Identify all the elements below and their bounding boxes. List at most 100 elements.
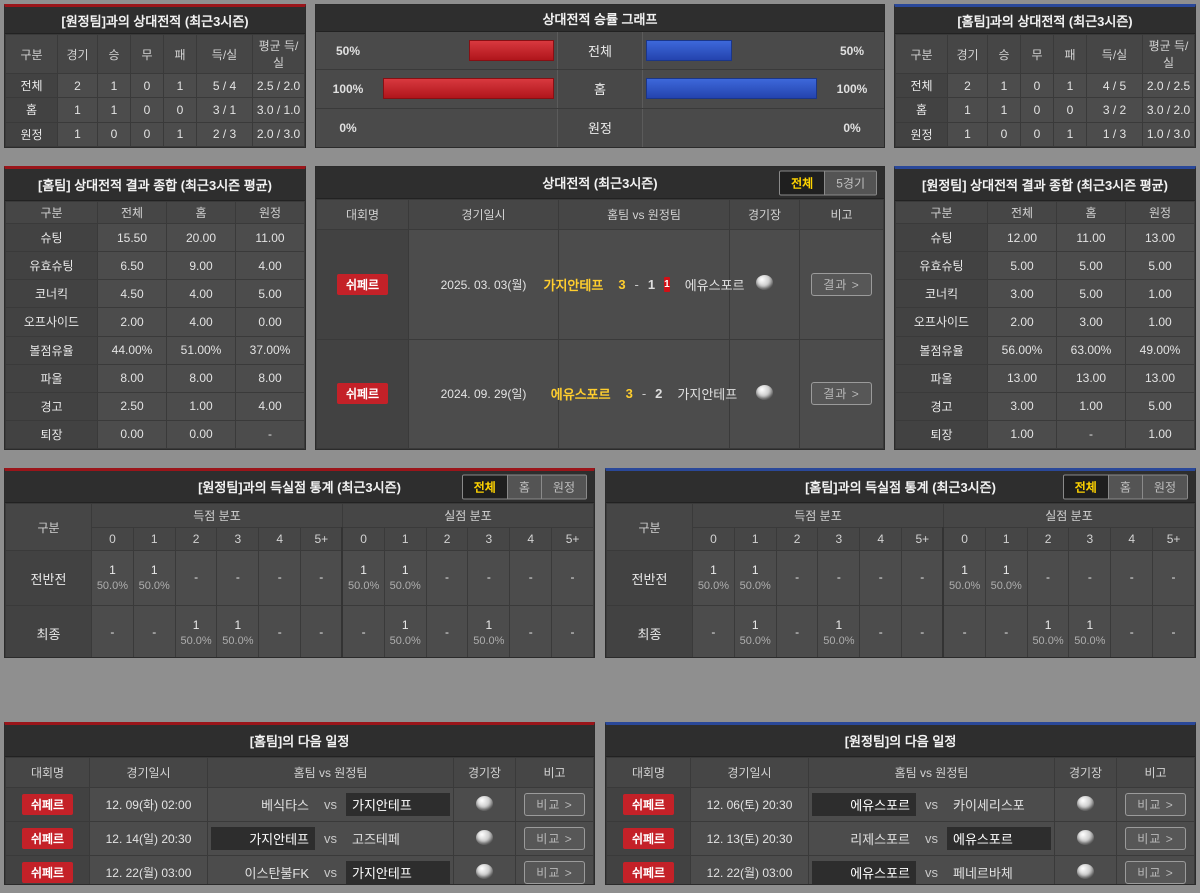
fixture-row: 쉬페르 12. 14(일) 20:30 가지안테프 vs 고즈테페 비교 > — [5, 821, 594, 856]
toggle-button[interactable]: 5경기 — [824, 171, 876, 194]
column-header: 무 — [130, 34, 164, 74]
table-header-row: 구분 경기 승 무 패 득/실 평균 득/실 — [5, 34, 305, 74]
cell: 5.00 — [1125, 251, 1195, 281]
h2h-vs-hometeam-table: 구분 경기 승 무 패 득/실 평균 득/실 전체 2 1 0 1 4 / 5 2.0 / 2.5 홈 1 1… — [895, 34, 1195, 147]
cell: 0 — [163, 97, 197, 123]
panel-awayteam-schedule: [원정팀]의 다음 일정 대회명 경기일시 홈팀 vs 원정팀 경기장 비고 쉬… — [605, 722, 1196, 885]
distribution-cell: - — [859, 605, 903, 657]
column-header: 홈 — [166, 201, 236, 224]
stadium-icon[interactable] — [1077, 863, 1094, 879]
goal-count-header: 5+ — [901, 527, 944, 551]
cell: 코너킥 — [895, 279, 988, 309]
hometeam-summary-table: 구분 전체 홈 원정 슈팅 15.50 20.00 11.00 유효슈팅 6.50 9.00 4.0… — [5, 201, 305, 449]
stadium-icon[interactable] — [756, 275, 773, 291]
middle-row: [홈팀] 상대전적 결과 종합 (최근3시즌 평균) 구분 전체 홈 원정 슈팅 15.… — [4, 166, 1196, 450]
away-team-name: 가지안테프 — [677, 387, 738, 403]
stadium-icon[interactable] — [476, 863, 493, 879]
h2h-matches-table: 대회명 경기일시 홈팀 vs 원정팀 경기장 비고 쉬페르 2025. 03. … — [316, 199, 884, 449]
group-header-row: 구분 득점 분포 실점 분포 — [5, 503, 594, 551]
fixture-row: 쉬페르 12. 13(토) 20:30 리제스포르 vs 에유스포르 비교 > — [606, 821, 1195, 856]
home-percent-label: 100% — [332, 81, 364, 96]
cell: 유효슈팅 — [5, 251, 98, 281]
column-header: 패 — [1053, 34, 1087, 74]
column-header: 득/실 — [196, 34, 253, 74]
fixture-teams: 에유스포르 vs 페네르바체 — [811, 861, 1052, 884]
column-header: 무 — [1020, 34, 1054, 74]
stadium-icon[interactable] — [476, 829, 493, 845]
toggle-button[interactable]: 전체 — [780, 171, 825, 194]
distribution-cell: - — [1152, 550, 1195, 606]
cell: 13.00 — [987, 363, 1057, 393]
column-header: 경기 — [947, 34, 988, 74]
home-team-name: 이스탄불FK — [244, 866, 309, 881]
distribution-cell: 1 50.0% — [132, 550, 176, 606]
toggle-button[interactable]: 홈 — [506, 475, 541, 498]
cell: 1 — [163, 72, 197, 99]
away-team-name: 고즈테페 — [352, 832, 400, 847]
distribution-cell: - — [984, 605, 1028, 657]
stadium-icon[interactable] — [1077, 795, 1094, 811]
column-header: 구분 — [5, 201, 98, 224]
panel-title: [원정팀]의 다음 일정 — [606, 725, 1195, 757]
stadium-icon[interactable] — [1077, 829, 1094, 845]
toggle-button[interactable]: 원정 — [1141, 475, 1187, 498]
toggle-button[interactable]: 전체 — [1063, 475, 1108, 498]
distribution-cell: - — [425, 550, 469, 606]
distribution-cell: - — [258, 605, 302, 657]
column-header: 비고 — [799, 199, 884, 230]
cell: 12.00 — [987, 222, 1057, 253]
cell: 9.00 — [166, 251, 236, 281]
fixture-datetime: 12. 09(화) 02:00 — [89, 787, 208, 822]
compare-button[interactable]: 비교 > — [1125, 793, 1186, 816]
fixture-teams: 리제스포르 vs 에유스포르 — [811, 827, 1052, 850]
cell: 1 — [97, 72, 131, 99]
home-team-name: 에유스포르 — [550, 387, 611, 403]
distribution-row: 최종 - -1 50.0% 1 50.0% - - -1 50.0% -1 50.0% - - — [5, 605, 594, 657]
toggle-button[interactable]: 원정 — [540, 475, 586, 498]
league-badge: 쉬페르 — [21, 862, 74, 883]
table-header-row: 대회명 경기일시 홈팀 vs 원정팀 경기장 비고 — [5, 757, 594, 788]
vs-label: vs — [925, 797, 938, 812]
distribution-filter-toggles: 전체 홈 원정 — [461, 474, 587, 499]
cell: 11.00 — [1056, 222, 1126, 253]
away-team-name: 가지안테프 — [346, 861, 450, 884]
goal-count-header: 5+ — [1152, 527, 1195, 551]
away-percent-label: 100% — [836, 81, 868, 96]
goal-count-header: 4 — [859, 527, 903, 551]
compare-button[interactable]: 비교 > — [1125, 827, 1186, 850]
result-button[interactable]: 결과 > — [811, 382, 872, 406]
goal-distribution-table: 구분 득점 분포 실점 분포 0 1 2 3 4 5+ 0 1 2 3 4 5+ 전반전 1 50.0%… — [5, 503, 594, 657]
column-header: 홈팀 vs 원정팀 — [207, 757, 454, 788]
compare-button[interactable]: 비교 > — [524, 861, 585, 884]
table-header-row: 대회명 경기일시 홈팀 vs 원정팀 경기장 비고 — [316, 199, 884, 230]
away-team-name: 에유스포르 — [947, 827, 1051, 850]
goal-count-header: 2 — [775, 527, 819, 551]
column-header: 득/실 — [1086, 34, 1143, 74]
cell: 경고 — [895, 391, 988, 421]
toggle-button[interactable]: 전체 — [462, 475, 507, 498]
table-row: 경고 2.50 1.00 4.00 — [5, 391, 305, 421]
cell: 3 / 1 — [196, 97, 253, 123]
result-button[interactable]: 결과 > — [811, 272, 872, 296]
home-bar-zone — [383, 117, 554, 138]
distribution-cell: 1 50.0% — [1068, 605, 1112, 657]
goal-count-header: 0 — [692, 527, 735, 551]
distribution-cell: 1 50.0% — [733, 605, 777, 657]
schedule-row: [홈팀]의 다음 일정 대회명 경기일시 홈팀 vs 원정팀 경기장 비고 쉬페… — [4, 722, 1196, 885]
compare-button[interactable]: 비교 > — [524, 793, 585, 816]
compare-button[interactable]: 비교 > — [1125, 861, 1186, 884]
stadium-icon[interactable] — [476, 795, 493, 811]
compare-button[interactable]: 비교 > — [524, 827, 585, 850]
column-header: 구분 — [5, 34, 58, 74]
cell: 1 — [57, 97, 98, 123]
stadium-icon[interactable] — [756, 384, 773, 400]
league-badge: 쉬페르 — [21, 828, 74, 849]
cell: 0.00 — [166, 419, 236, 449]
home-winrate-bar — [468, 40, 554, 62]
goal-count-header: 2 — [1026, 527, 1070, 551]
cell: 0.00 — [235, 307, 305, 337]
goal-count-header: 0 — [341, 527, 385, 551]
table-row: 코너킥 3.00 5.00 1.00 — [895, 279, 1195, 309]
toggle-button[interactable]: 홈 — [1107, 475, 1142, 498]
cell: 홈 — [5, 97, 58, 123]
